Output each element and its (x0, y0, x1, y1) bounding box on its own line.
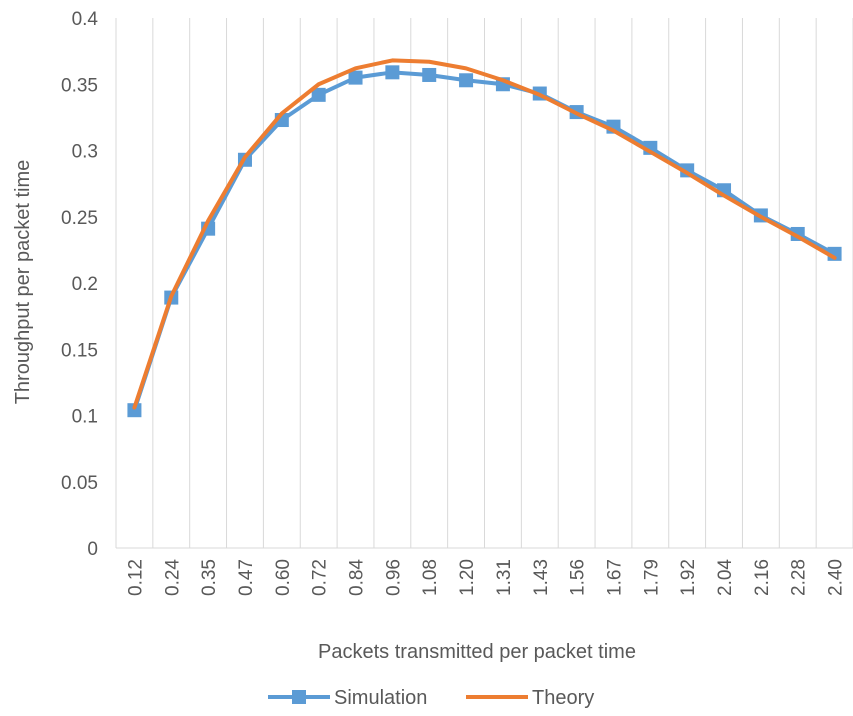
x-axis-title: Packets transmitted per packet time (318, 641, 636, 663)
x-tick-label: 2.16 (752, 559, 773, 596)
legend: Simulation Theory (268, 687, 594, 709)
x-tick-label: 1.56 (568, 559, 589, 596)
y-tick-label: 0.2 (72, 274, 98, 295)
x-tick-label: 0.96 (383, 559, 404, 596)
x-tick-label: 1.08 (420, 559, 441, 596)
data-point-simulation (348, 70, 363, 85)
legend-item-simulation: Simulation (268, 687, 427, 709)
x-tick-label: 0.47 (236, 559, 257, 596)
data-point-simulation (459, 73, 474, 88)
x-tick-label: 0.35 (199, 559, 220, 596)
legend-theory-label: Theory (532, 687, 594, 709)
x-tick-label: 2.28 (789, 559, 810, 596)
x-tick-label: 1.31 (494, 559, 515, 596)
x-tick-label: 0.12 (125, 559, 146, 596)
data-point-simulation (127, 403, 142, 418)
x-tick-label: 0.24 (162, 559, 183, 596)
legend-simulation-marker (292, 690, 306, 704)
x-tick-label: 2.40 (826, 559, 847, 596)
x-tick-label: 1.79 (641, 559, 662, 596)
y-tick-label: 0.35 (61, 75, 98, 96)
y-tick-label: 0.4 (72, 9, 99, 30)
x-tick-label: 0.60 (273, 559, 294, 596)
x-tick-label: 0.72 (310, 559, 331, 596)
data-point-simulation (385, 65, 400, 80)
y-axis-tick-labels: 0 0.05 0.1 0.15 0.2 0.25 0.3 0.35 0.4 (61, 9, 98, 560)
x-tick-label: 1.43 (531, 559, 552, 596)
x-tick-label: 2.04 (715, 559, 736, 596)
x-tick-label: 1.92 (678, 559, 699, 596)
legend-simulation-label: Simulation (334, 687, 427, 709)
data-point-simulation (311, 87, 326, 102)
y-axis-title: Throughput per packet time (12, 160, 34, 405)
x-tick-label: 1.20 (457, 559, 478, 596)
y-tick-label: 0.1 (72, 407, 98, 428)
legend-item-theory: Theory (466, 687, 594, 709)
x-tick-label: 1.67 (604, 559, 625, 596)
y-tick-label: 0.05 (61, 473, 98, 494)
y-tick-label: 0.25 (61, 208, 98, 229)
data-point-simulation (422, 67, 437, 82)
y-tick-label: 0.3 (72, 142, 98, 163)
series (127, 58, 842, 418)
y-tick-label: 0 (87, 539, 98, 560)
gridlines (115, 18, 853, 549)
x-axis-tick-labels: 0.12 0.24 0.35 0.47 0.60 0.72 0.84 0.96 1.08 1.20… (125, 559, 846, 596)
x-tick-label: 0.84 (347, 559, 368, 596)
y-tick-label: 0.15 (61, 340, 98, 361)
series-line-theory (132, 58, 837, 410)
